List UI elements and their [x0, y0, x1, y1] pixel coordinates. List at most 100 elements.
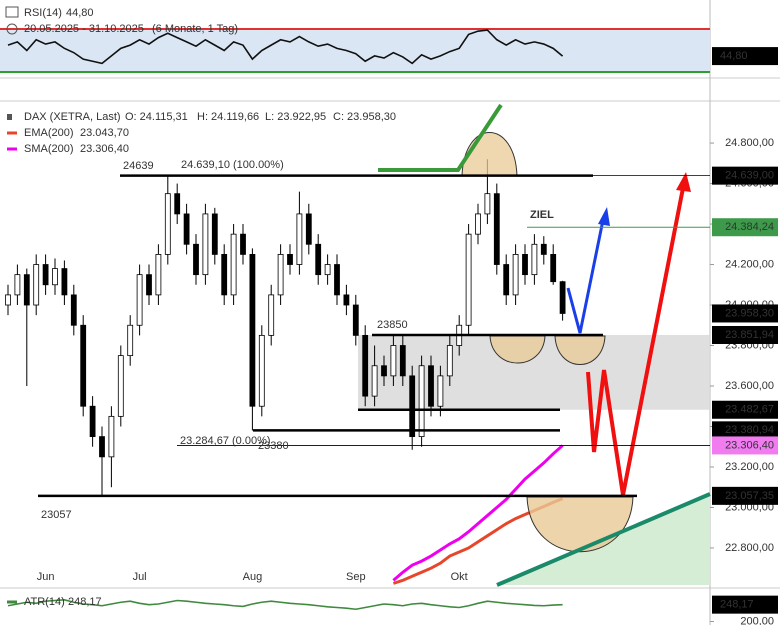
candle-body — [493, 193, 500, 265]
candle-body — [352, 304, 359, 336]
red-arrowhead — [676, 172, 691, 192]
x-tick-label: Jul — [133, 571, 147, 583]
candle-body — [418, 365, 425, 438]
candle-body — [522, 254, 528, 276]
price-box-label: 23.851,94 — [725, 329, 774, 341]
price-box — [712, 436, 778, 455]
price-box — [712, 400, 778, 419]
candle-body — [127, 324, 134, 357]
plot-layer: 22.800,0023.000,0023.200,0023.400,0023.6… — [0, 28, 774, 625]
candle-body — [512, 254, 519, 296]
y-tick-label: 22.800,00 — [725, 542, 774, 554]
cup-small — [554, 335, 606, 365]
legend-title: DAX (XETRA, Last) — [24, 111, 121, 123]
candle-body — [381, 365, 387, 377]
candle-body — [437, 375, 444, 407]
annotation: 23.284,67 (0.00%) — [180, 435, 271, 447]
candle-body — [390, 345, 397, 377]
candle-body — [240, 233, 246, 255]
last-value-box — [712, 47, 778, 66]
legend-value: 23.043,70 — [80, 127, 129, 139]
annotations — [378, 103, 711, 587]
y-tick-label: 24.200,00 — [725, 258, 774, 270]
candle-body — [183, 213, 190, 245]
candle-body — [343, 294, 350, 306]
candle-body — [475, 213, 481, 235]
candle-body — [277, 254, 284, 296]
candle-body — [193, 243, 199, 276]
candle-body — [136, 274, 143, 326]
blue-arrowhead — [598, 207, 610, 226]
range-note: (6 Monate, 1 Tag) — [152, 23, 238, 35]
candle-body — [14, 274, 21, 296]
annotation: 24639 — [123, 160, 154, 172]
candle-body — [70, 294, 77, 326]
candle-body — [531, 243, 538, 276]
candle-body — [559, 281, 566, 314]
candle-body — [268, 294, 275, 336]
candle-body — [484, 193, 491, 215]
series-line — [7, 598, 563, 611]
candle-body — [164, 193, 171, 255]
candle-body — [221, 254, 228, 296]
price-box-label: 23.958,30 — [725, 307, 774, 319]
legend-label: EMA(200) — [24, 127, 74, 139]
rsi-band — [0, 29, 710, 72]
candle-body — [249, 254, 256, 407]
price-box — [712, 486, 778, 505]
candle-body — [211, 213, 218, 255]
annotation: 23057 — [41, 509, 72, 521]
legend-title: RSI(14) — [24, 7, 62, 19]
last-value-label: 44,80 — [720, 50, 748, 62]
x-tick-label: Aug — [243, 571, 263, 583]
candle-body — [89, 405, 96, 438]
green-arrow-line — [378, 103, 503, 172]
atr-legend: ATR(14) 248,17 — [7, 596, 102, 608]
annotation: 23380 — [258, 440, 289, 452]
price-legend: DAX (XETRA, Last) O: 24.115,31 H: 24.119… — [7, 111, 396, 155]
ohlc-open: O: 24.115,31 — [125, 111, 188, 123]
legend-label: ATR(14) — [24, 596, 65, 608]
ohlc-high: H: 24.119,66 — [197, 111, 259, 123]
y-tick-label: 23.600,00 — [725, 380, 774, 392]
legend-value: 23.306,40 — [80, 143, 129, 155]
candle-body — [108, 415, 115, 458]
x-tick-label: Okt — [451, 571, 468, 583]
price-box-label: 24.639,00 — [725, 170, 774, 182]
price-box-label: 23.057,35 — [725, 490, 774, 502]
candle-body — [174, 193, 181, 215]
candle-body — [371, 365, 378, 397]
candle-body — [409, 375, 416, 438]
candle-body — [296, 213, 303, 265]
candle-body — [155, 254, 162, 296]
candle-body — [99, 436, 105, 458]
candle-body — [52, 268, 58, 286]
legend-icon — [7, 114, 12, 120]
red-arrow — [586, 187, 685, 496]
candle-body — [42, 264, 49, 286]
legend-value: 248,17 — [68, 596, 102, 608]
x-tick-label: Sep — [346, 571, 366, 583]
price-box — [712, 421, 778, 440]
candle-body — [146, 274, 152, 296]
series-line — [392, 444, 564, 582]
series-line — [7, 29, 564, 65]
y-tick-label: 23.200,00 — [725, 461, 774, 473]
price-box-label: 23.306,40 — [725, 439, 774, 451]
candle-body — [287, 254, 293, 265]
annotation: 23850 — [377, 319, 408, 331]
candle-body — [117, 355, 124, 417]
blue-arrow — [566, 219, 605, 334]
candle-body — [230, 233, 237, 296]
y-tick-label: 24.800,00 — [725, 137, 774, 149]
candle-body — [80, 324, 87, 407]
legend-icon — [5, 6, 19, 18]
price-box-label: 24.384,24 — [725, 221, 774, 233]
clock-icon — [6, 23, 18, 35]
price-box — [712, 166, 778, 185]
candle-body — [61, 268, 68, 296]
price-box-label: 23.380,94 — [725, 424, 774, 436]
date-range: 20.05.2025 - 31.10.2025 — [24, 23, 144, 35]
candle-body — [324, 264, 331, 276]
